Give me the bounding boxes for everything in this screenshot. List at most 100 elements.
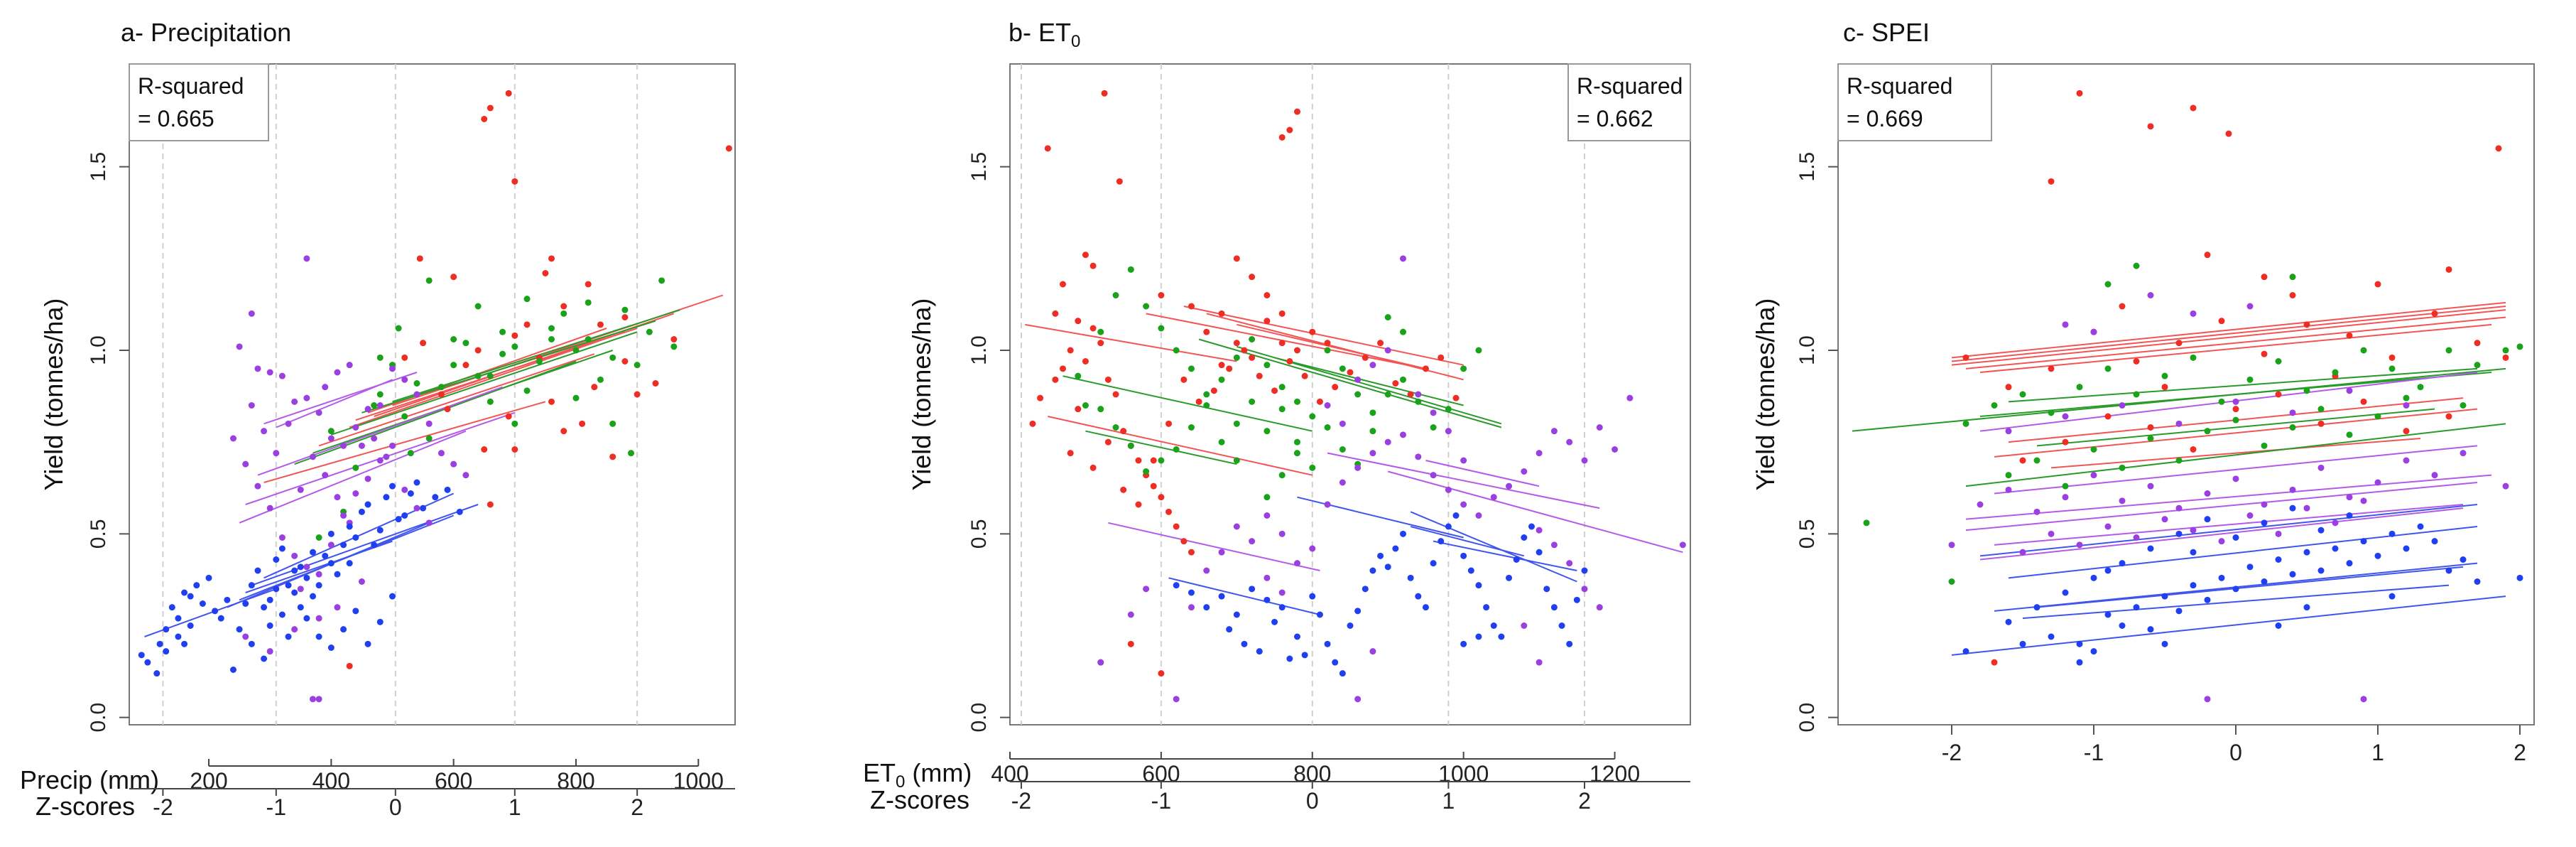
data-point-blue: [261, 604, 268, 611]
data-point-blue: [364, 640, 371, 647]
data-point-purple: [438, 450, 445, 457]
data-point-blue: [327, 644, 335, 651]
data-point-red: [2374, 281, 2381, 288]
data-point-purple: [2360, 497, 2367, 505]
data-point-green: [407, 450, 414, 457]
data-point-red: [1067, 450, 1074, 457]
data-point-blue: [340, 541, 347, 549]
r-squared-box: [1567, 63, 1691, 141]
data-point-blue: [2232, 586, 2239, 593]
data-point-purple: [340, 442, 347, 449]
data-point-red: [2403, 428, 2410, 435]
data-point-green: [2218, 398, 2225, 405]
data-point-purple: [1354, 696, 1362, 703]
data-point-purple: [1188, 604, 1195, 611]
regression-line-blue: [1297, 496, 1464, 539]
data-point-blue: [2204, 596, 2211, 603]
data-point-purple: [1324, 402, 1331, 409]
data-point-red: [1158, 292, 1165, 298]
data-point-red: [1195, 398, 1202, 405]
data-point-green: [1293, 438, 1300, 446]
data-point-red: [511, 332, 518, 339]
data-point-red: [652, 380, 659, 387]
data-point-blue: [315, 582, 322, 589]
data-point-green: [487, 372, 494, 379]
data-point-blue: [2190, 549, 2197, 556]
data-point-red: [2261, 274, 2268, 281]
data-point-red: [2133, 358, 2140, 365]
data-point-red: [2147, 424, 2154, 431]
regression-line-green: [2036, 408, 2435, 447]
data-point-red: [1188, 549, 1195, 556]
data-point-purple: [1173, 696, 1180, 703]
regression-line-red: [318, 353, 595, 447]
data-point-green: [1263, 362, 1271, 369]
data-point-blue: [291, 589, 298, 596]
data-point-blue: [254, 567, 261, 574]
regression-line-red: [1951, 301, 2506, 359]
data-point-green: [2104, 281, 2112, 288]
data-point-blue: [163, 648, 170, 655]
data-point-purple: [2005, 428, 2012, 435]
data-point-green: [1309, 464, 1316, 471]
data-point-purple: [1309, 545, 1316, 552]
data-point-red: [1150, 457, 1157, 464]
data-point-red: [511, 446, 518, 453]
data-point-purple: [1948, 541, 1955, 549]
data-point-blue: [2104, 567, 2112, 574]
data-point-blue: [2460, 556, 2467, 563]
regression-line-blue: [1433, 540, 1577, 571]
data-point-green: [628, 450, 635, 457]
data-point-purple: [327, 435, 335, 442]
data-point-red: [560, 428, 567, 435]
x-axis-label: ET0 (mm): [863, 758, 972, 792]
data-point-red: [579, 420, 586, 427]
data-point-blue: [2431, 538, 2438, 545]
data-point-blue: [2133, 604, 2140, 611]
data-point-purple: [1369, 450, 1376, 457]
data-point-blue: [1339, 670, 1346, 677]
data-point-blue: [2218, 574, 2225, 581]
regression-line-blue: [1410, 511, 1577, 583]
data-point-purple: [2204, 696, 2211, 703]
data-point-green: [2374, 413, 2381, 420]
data-point-purple: [261, 428, 268, 435]
data-point-purple: [1263, 574, 1271, 581]
data-point-purple: [1127, 611, 1134, 618]
data-point-red: [1165, 420, 1173, 427]
regression-line-green: [331, 331, 638, 436]
panel-title: a- Precipitation: [121, 18, 291, 47]
data-point-purple: [462, 472, 469, 479]
data-point-blue: [322, 552, 329, 559]
data-point-green: [1278, 384, 1286, 391]
data-point-green: [2090, 446, 2097, 453]
data-point-purple: [2119, 497, 2126, 505]
regression-line-green: [2008, 367, 2478, 403]
data-point-green: [1384, 391, 1391, 398]
panel-title: c- SPEI: [1843, 18, 1930, 47]
data-point-blue: [278, 611, 286, 618]
data-point-blue: [352, 608, 359, 615]
data-point-blue: [1445, 523, 1452, 530]
data-point-green: [2303, 387, 2310, 394]
data-point-purple: [297, 486, 304, 493]
data-point-green: [2460, 402, 2467, 409]
r-squared-value: = 0.665: [138, 106, 214, 131]
data-point-red: [1165, 508, 1173, 515]
data-point-green: [1460, 365, 1467, 372]
data-point-green: [1400, 376, 1407, 383]
data-point-purple: [2175, 420, 2183, 427]
x-tick-label: -2: [1942, 740, 1962, 765]
data-point-blue: [297, 604, 304, 611]
data-point-red: [1278, 340, 1286, 347]
data-point-green: [1863, 519, 1870, 527]
data-point-blue: [1528, 523, 1535, 530]
data-point-green: [1991, 402, 1998, 409]
data-point-purple: [2019, 549, 2026, 556]
data-point-red: [2502, 354, 2509, 361]
data-point-green: [2275, 358, 2282, 365]
data-point-red: [2104, 413, 2112, 420]
data-point-green: [1263, 494, 1271, 501]
data-point-purple: [413, 391, 420, 398]
data-point-purple: [1143, 586, 1150, 593]
